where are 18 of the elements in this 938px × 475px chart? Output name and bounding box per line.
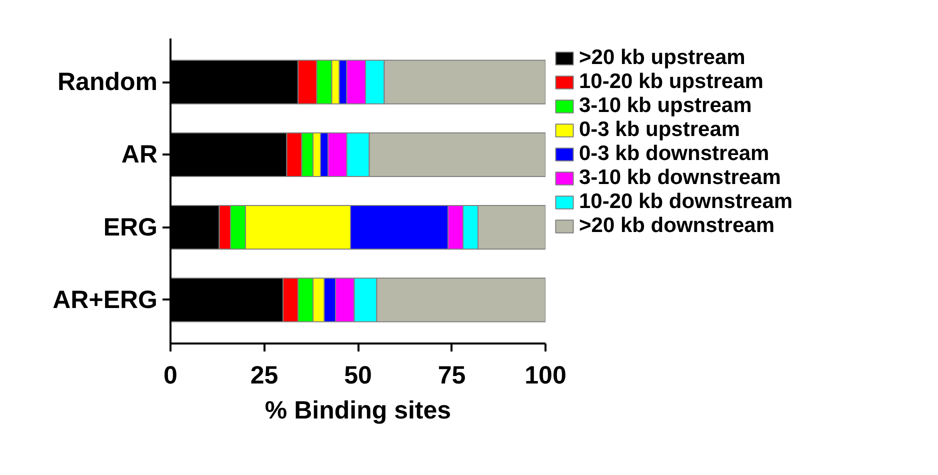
x-axis-title: % Binding sites xyxy=(264,396,452,424)
x-tick-label: 50 xyxy=(344,362,372,390)
x-tick-label: 100 xyxy=(524,362,566,390)
x-tick-label: 75 xyxy=(438,362,466,390)
legend-label: 10-20 kb upstream xyxy=(579,70,764,94)
y-tick-label: AR xyxy=(121,140,158,169)
legend-label: 3-10 kb upstream xyxy=(579,94,752,118)
y-tick-label: ERG xyxy=(103,213,158,242)
legend-label: >20 kb downstream xyxy=(579,214,774,238)
x-tick-label: 0 xyxy=(164,362,178,390)
legend-label: 3-10 kb downstream xyxy=(579,166,781,190)
y-tick-label: AR+ERG xyxy=(52,286,158,314)
legend-label: 0-3 kb downstream xyxy=(579,142,770,166)
x-tick-label: 25 xyxy=(250,362,278,390)
legend-label: >20 kb upstream xyxy=(579,46,746,70)
legend-label: 10-20 kb downstream xyxy=(579,190,793,214)
legend-label: 0-3 kb upstream xyxy=(579,118,740,142)
y-tick-label: Random xyxy=(58,68,158,96)
